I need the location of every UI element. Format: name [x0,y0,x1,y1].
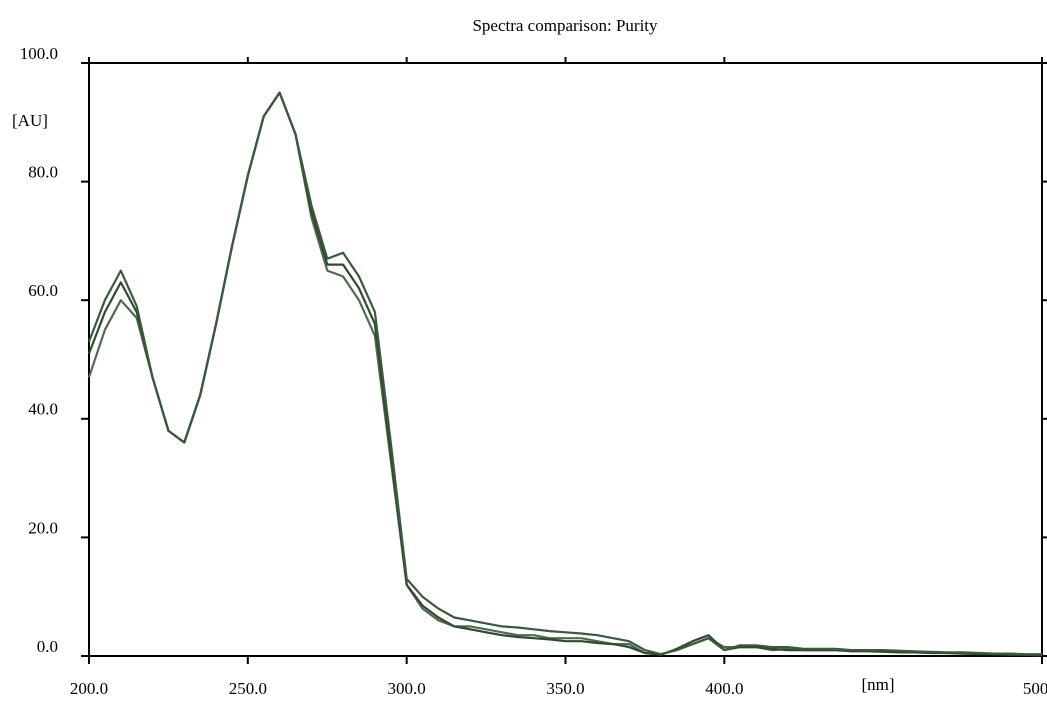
y-tick-label: 100.0 [20,44,58,63]
x-tick-label: 400.0 [705,679,743,698]
chart-title: Spectra comparison: Purity [472,16,658,35]
x-tick-label: 500.0 [1023,679,1047,698]
x-tick-label: 300.0 [388,679,426,698]
x-tick-label: 250.0 [229,679,267,698]
spectrum-line [87,91,1042,656]
x-tick-label: 200.0 [70,679,108,698]
y-tick-label: 40.0 [28,400,58,419]
x-axis-label: [nm] [861,675,894,694]
y-tick-label: 80.0 [28,163,58,182]
y-axis-label: [AU] [12,111,48,130]
plot-frame [88,62,1043,657]
x-tick-label: 350.0 [546,679,584,698]
y-tick-label: 60.0 [28,281,58,300]
spectrum-line [87,91,1043,657]
y-tick-label: 20.0 [28,518,58,537]
spectrum-line [87,91,1042,656]
y-tick-label: 0.0 [37,637,58,656]
